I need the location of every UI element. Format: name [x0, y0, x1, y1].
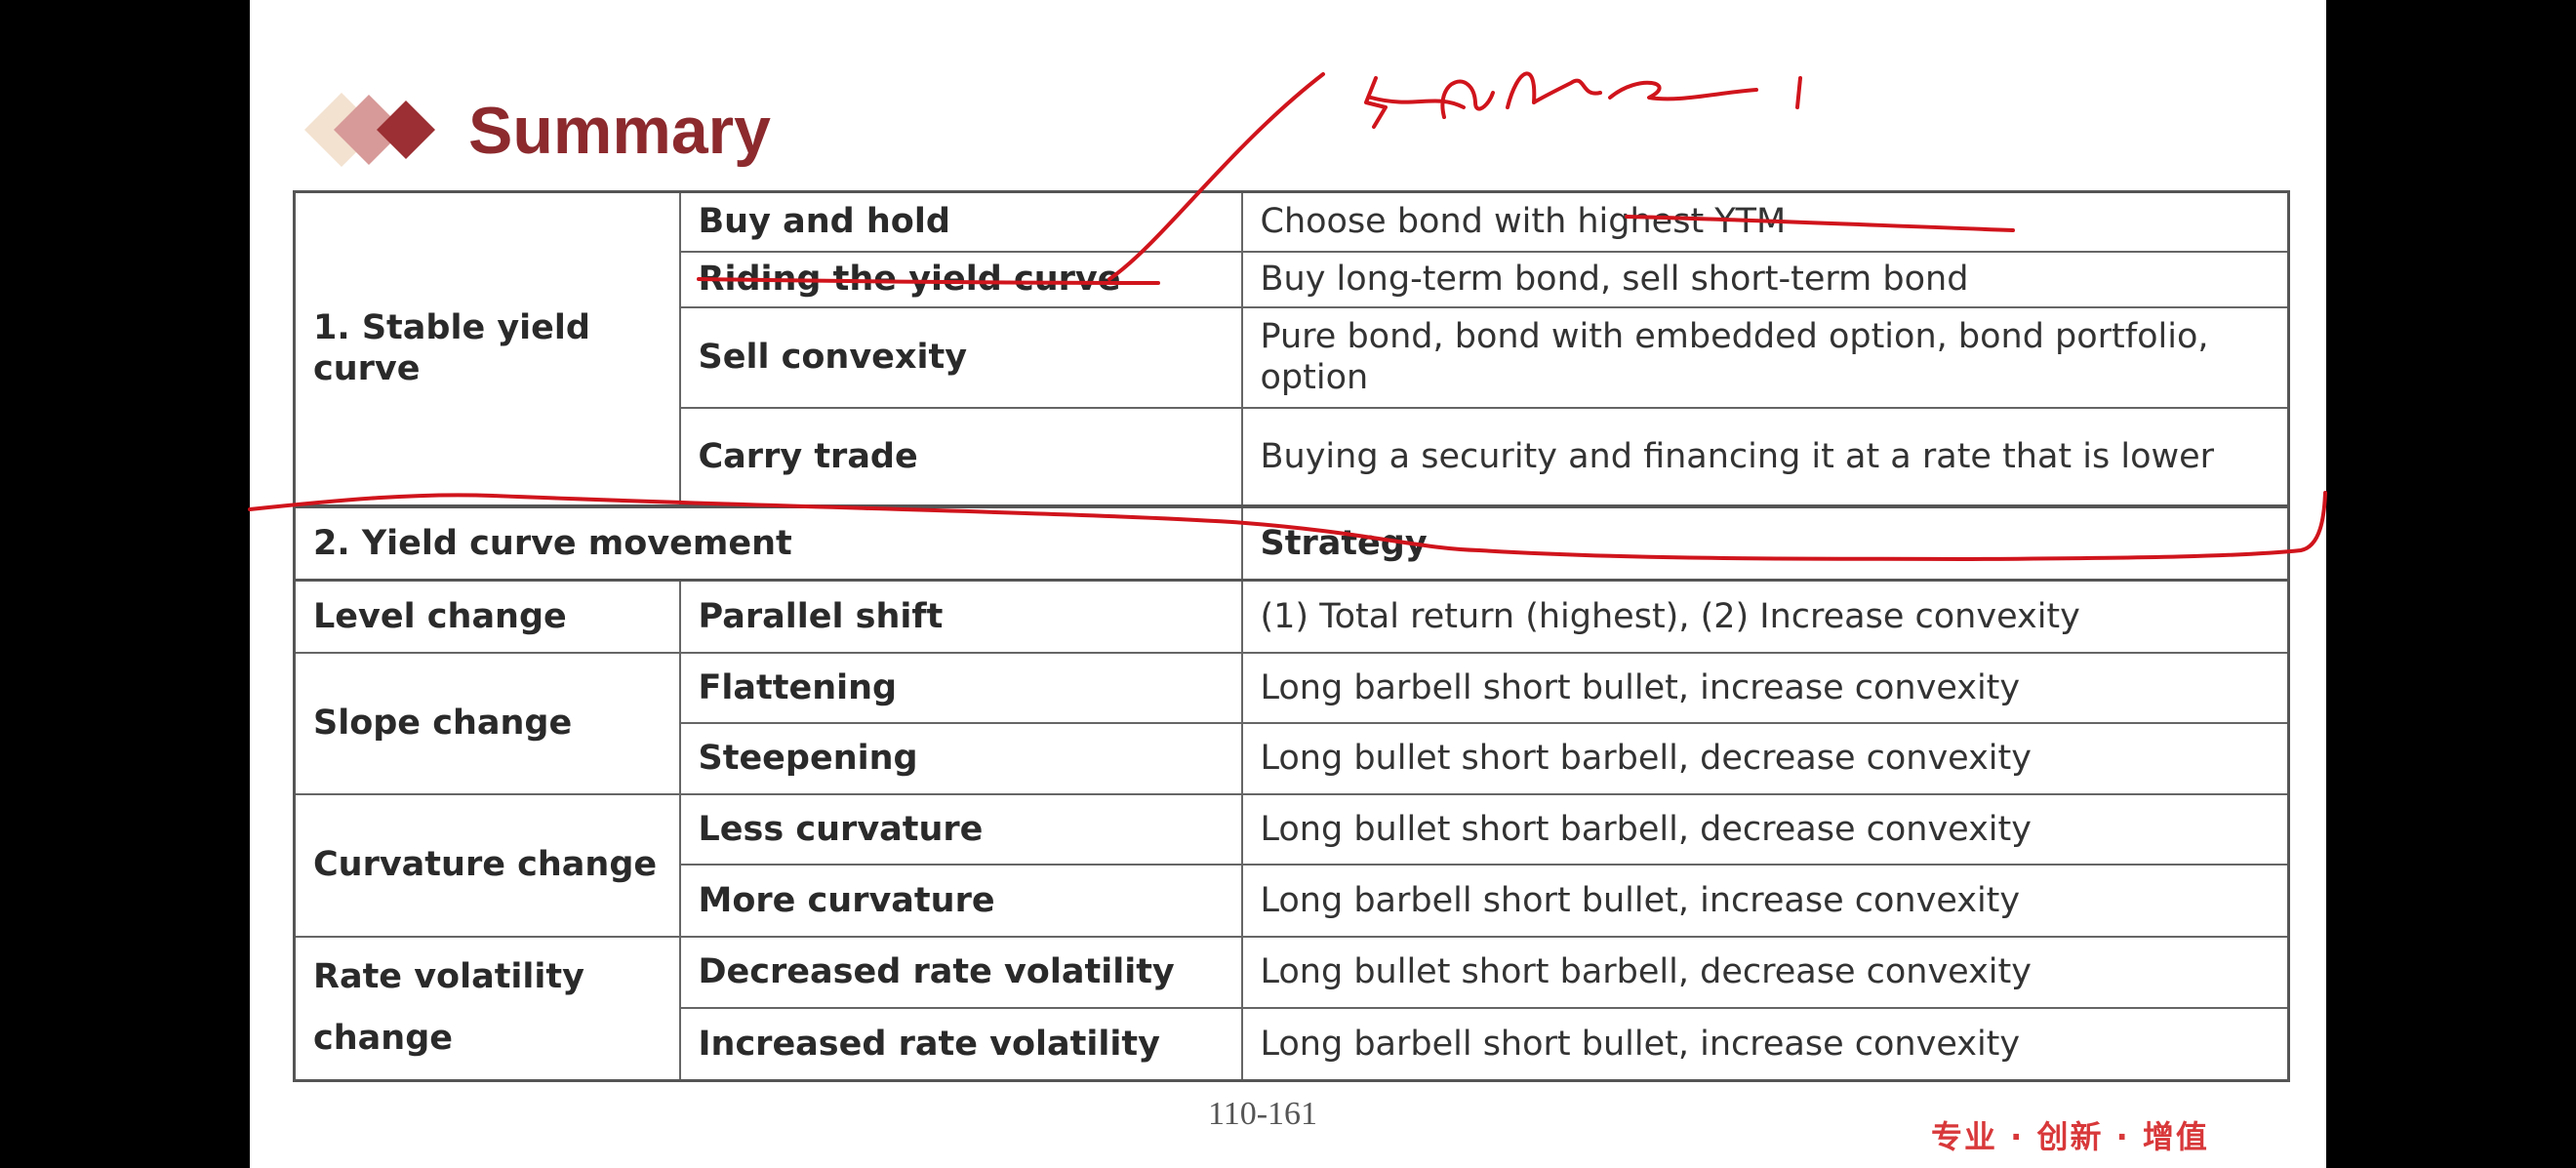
- group-cell: Curvature change: [293, 792, 681, 938]
- description-cell: Buy long-term bond, sell short-term bond: [1240, 250, 2290, 308]
- group-cell: Level change: [293, 579, 681, 654]
- strategy-cell: Riding the yield curve: [678, 250, 1243, 308]
- type-cell: Steepening: [678, 721, 1243, 795]
- table-row: 1. Stable yield curve Buy and hold Choos…: [293, 190, 2290, 507]
- strategy-cell: Long barbell short bullet, increase conv…: [1240, 1006, 2290, 1082]
- table-row: Level change Parallel shift (1) Total re…: [293, 579, 2290, 654]
- group-cell: Slope change: [293, 651, 681, 795]
- page-number: 110-161: [1208, 1096, 1318, 1132]
- summary-table: 1. Stable yield curve Buy and hold Choos…: [293, 190, 2290, 1082]
- description-cell: Buying a security and financing it at a …: [1240, 406, 2290, 507]
- strategy-cell: Buy and hold: [678, 190, 1243, 253]
- table-row: Slope change Flattening Long barbell sho…: [293, 651, 2290, 795]
- type-cell: More curvature: [678, 863, 1243, 938]
- strategy-cell: Long bullet short barbell, decrease conv…: [1240, 792, 2290, 866]
- table-row: Curvature change Less curvature Long bul…: [293, 792, 2290, 938]
- description-cell: Pure bond, bond with embedded option, bo…: [1240, 305, 2290, 409]
- table-row: More curvature Long barbell short bullet…: [295, 863, 2290, 938]
- table-row: Steepening Long bullet short barbell, de…: [295, 721, 2290, 795]
- table-row: Rate volatility change Decreased rate vo…: [293, 935, 2290, 1082]
- table-row: Sell convexity Pure bond, bond with embe…: [295, 305, 2290, 409]
- strategy-cell: Carry trade: [678, 406, 1243, 507]
- table-header-row: 2. Yield curve movement Strategy: [293, 503, 2290, 582]
- stable-yield-curve-label: 1. Stable yield curve: [293, 190, 681, 507]
- type-cell: Flattening: [678, 651, 1243, 724]
- strategy-cell: Long bullet short barbell, decrease conv…: [1240, 721, 2290, 795]
- type-cell: Less curvature: [678, 792, 1243, 866]
- page-title: Summary: [468, 94, 771, 168]
- strategy-cell: Long bullet short barbell, decrease conv…: [1240, 935, 2290, 1009]
- slogan: 专业 · 创新 · 增值: [1931, 1118, 2209, 1155]
- description-cell: Choose bond with highest YTM: [1240, 190, 2290, 253]
- type-cell: Parallel shift: [678, 579, 1243, 654]
- table-row: Increased rate volatility Long barbell s…: [295, 1006, 2290, 1082]
- strategy-cell: (1) Total return (highest), (2) Increase…: [1240, 579, 2290, 654]
- strategy-header: Strategy: [1240, 503, 2290, 582]
- strategy-cell: Long barbell short bullet, increase conv…: [1240, 651, 2290, 724]
- diamond-logo-icon: [304, 93, 435, 167]
- type-cell: Decreased rate volatility: [678, 935, 1243, 1009]
- movement-header: 2. Yield curve movement: [293, 503, 1243, 582]
- strategy-cell: Sell convexity: [678, 305, 1243, 409]
- strategy-cell: Long barbell short bullet, increase conv…: [1240, 863, 2290, 938]
- group-cell: Rate volatility change: [293, 935, 681, 1082]
- type-cell: Increased rate volatility: [678, 1006, 1243, 1082]
